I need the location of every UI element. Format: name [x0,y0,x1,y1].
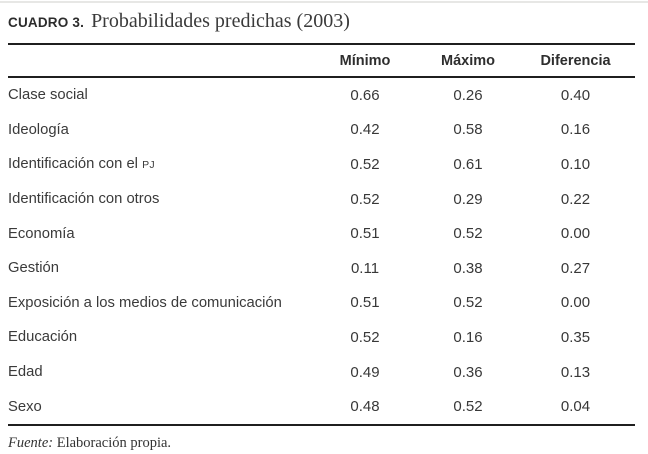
cell-maximo: 0.52 [453,294,483,312]
cell-diferencia: 0.16 [560,121,591,139]
table-row: Exposición a los medios de comunicación … [8,286,635,321]
table-row: Educación 0.52 0.16 0.35 [8,320,635,355]
source-text: Elaboración propia. [56,434,172,451]
cell-maximo: 0.36 [453,363,483,381]
table-row: Gestión 0.11 0.38 0.27 [8,251,635,286]
row-label: Identificación con el PJ [8,156,155,173]
cell-diferencia: 0.13 [560,363,591,381]
table-row: Economía 0.51 0.52 0.00 [8,216,635,251]
cell-diferencia: 0.00 [560,225,591,243]
rule-below-title [8,43,635,45]
row-label: Identificación con otros [8,191,160,208]
cell-maximo: 0.38 [453,259,483,277]
table-row: Identificación con el PJ 0.52 0.61 0.10 [8,147,635,182]
page-top-edge [0,1,648,3]
table-row: Edad 0.49 0.36 0.13 [8,355,635,390]
cell-minimo: 0.48 [350,398,380,416]
table-row: Clase social 0.66 0.26 0.40 [8,78,635,113]
cell-minimo: 0.42 [350,121,380,139]
cell-minimo: 0.51 [350,294,380,312]
cell-minimo: 0.66 [350,86,380,104]
row-label: Sexo [8,398,42,415]
row-label: Ideología [8,121,69,138]
cell-diferencia: 0.35 [560,328,591,346]
cell-diferencia: 0.27 [560,259,591,277]
cell-maximo: 0.26 [453,86,483,104]
cell-diferencia: 0.00 [560,294,591,312]
table-row: Ideología 0.42 0.58 0.16 [8,113,635,148]
table-title: CUADRO 3. Probabilidades predichas (2003… [8,7,635,43]
cell-diferencia: 0.22 [560,190,591,208]
column-header-minimo: Mínimo [339,52,391,69]
cell-maximo: 0.61 [453,155,483,173]
cell-minimo: 0.49 [350,363,380,381]
table-number-label: CUADRO 3. [8,15,85,30]
column-header-maximo: Máximo [441,52,495,69]
row-label: Educación [8,329,78,346]
table-title-text: Probabilidades predichas (2003) [91,10,350,32]
row-label: Economía [8,225,75,242]
cell-maximo: 0.16 [453,328,483,346]
cell-diferencia: 0.10 [560,155,591,173]
table-header-row: Mínimo Máximo Diferencia [8,45,635,76]
row-label: Edad [8,364,43,381]
cell-minimo: 0.52 [350,328,380,346]
source-note: Fuente: Elaboración propia. [8,426,635,452]
cell-maximo: 0.58 [453,121,483,139]
row-label-smallcaps: PJ [142,159,155,172]
table-body: Clase social 0.66 0.26 0.40 Ideología 0.… [8,78,635,424]
cell-minimo: 0.11 [350,259,380,277]
rule-below-header [8,76,635,78]
table-row: Sexo 0.48 0.52 0.04 [8,389,635,424]
cell-diferencia: 0.04 [560,398,591,416]
column-header-diferencia: Diferencia [540,52,611,69]
row-label: Exposición a los medios de comunicación [8,294,282,311]
rule-table-bottom [8,423,635,426]
cell-maximo: 0.29 [453,190,483,208]
cell-minimo: 0.52 [350,155,380,173]
cell-minimo: 0.51 [350,225,380,243]
cell-maximo: 0.52 [453,398,483,416]
cell-maximo: 0.52 [453,225,483,243]
source-label: Fuente: [8,434,54,451]
cell-diferencia: 0.40 [560,86,591,104]
row-label: Clase social [8,87,88,104]
row-label: Gestión [8,260,59,277]
cell-minimo: 0.52 [350,190,380,208]
table-row: Identificación con otros 0.52 0.29 0.22 [8,182,635,217]
